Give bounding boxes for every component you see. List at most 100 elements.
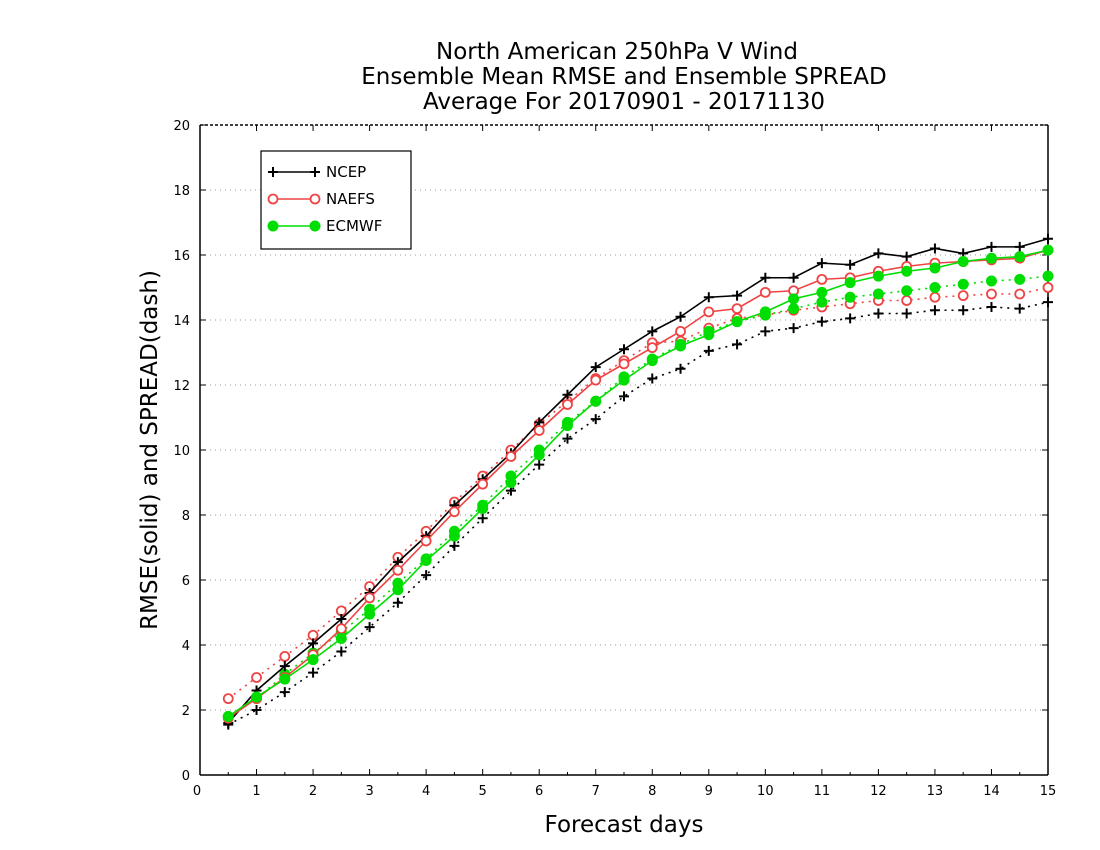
point-ecmwf-spread-25: [929, 282, 941, 293]
series-ecmwf-spread: [222, 270, 1054, 722]
point-naefs-rmse-9: [477, 478, 489, 490]
x-tick-label-14: 14: [983, 784, 1000, 799]
point-ncep-rmse-22: [845, 259, 856, 270]
point-ecmwf-rmse-8: [448, 530, 460, 542]
point-ecmwf-rmse-29: [1042, 244, 1054, 256]
legend-marker-left-ncep: [268, 167, 278, 177]
point-naefs-rmse-19: [759, 286, 771, 298]
point-ecmwf-rmse-11: [533, 449, 545, 461]
point-ncep-spread-6: [392, 597, 403, 608]
point-naefs-rmse-13: [590, 374, 602, 386]
point-ecmwf-rmse-18: [731, 316, 743, 328]
point-ecmwf-rmse-6: [392, 584, 404, 596]
x-axis-label: Forecast days: [545, 812, 704, 838]
point-ncep-spread-2: [279, 687, 290, 698]
point-ncep-rmse-23: [873, 248, 884, 259]
point-ncep-rmse-17: [703, 292, 714, 303]
point-ncep-spread-20: [788, 323, 799, 334]
y-tick-label-9: 18: [173, 184, 190, 199]
point-ecmwf-spread-21: [816, 296, 828, 308]
point-ncep-rmse-28: [1014, 241, 1025, 252]
point-ecmwf-rmse-27: [985, 252, 997, 264]
legend-label-naefs: NAEFS: [326, 190, 375, 208]
point-ncep-rmse-27: [986, 241, 997, 252]
point-ncep-spread-23: [873, 308, 884, 319]
point-naefs-rmse-21: [816, 273, 828, 285]
y-tick-label-2: 4: [182, 639, 190, 654]
title-line-1: North American 250hPa V Wind: [436, 39, 798, 65]
point-ncep-rmse-14: [619, 344, 629, 355]
point-naefs-spread-27: [986, 288, 997, 300]
point-ecmwf-rmse-1: [251, 691, 263, 703]
point-ecmwf-rmse-4: [335, 633, 347, 644]
point-naefs-spread-26: [957, 290, 969, 302]
point-ecmwf-spread-23: [872, 288, 884, 300]
y-tick-label-4: 8: [182, 509, 190, 524]
point-naefs-rmse-11: [533, 425, 545, 436]
y-tick-label-10: 20: [173, 119, 190, 134]
point-ecmwf-spread-26: [957, 278, 969, 290]
point-ncep-spread-4: [336, 646, 347, 657]
x-tick-label-6: 6: [535, 784, 543, 799]
y-tick-label-3: 6: [182, 574, 190, 589]
series-layer: [222, 233, 1054, 730]
point-ecmwf-spread-29: [1042, 270, 1054, 282]
series-ecmwf-spread-line: [227, 275, 1049, 718]
point-ecmwf-rmse-3: [307, 654, 319, 666]
point-ncep-spread-19: [760, 326, 771, 337]
point-ncep-rmse-24: [901, 251, 912, 262]
series-ecmwf-rmse: [222, 244, 1054, 722]
point-ncep-spread-24: [901, 308, 912, 319]
legend-marker-right-ncep: [310, 167, 320, 177]
point-ecmwf-rmse-22: [844, 277, 856, 289]
point-ncep-spread-7: [421, 570, 432, 581]
x-tick-label-13: 13: [927, 784, 944, 799]
point-ncep-spread-26: [958, 305, 969, 316]
point-ncep-spread-14: [619, 391, 629, 402]
point-ecmwf-rmse-25: [929, 262, 941, 274]
point-ecmwf-rmse-17: [703, 329, 715, 341]
y-tick-label-8: 16: [173, 249, 190, 264]
point-ncep-spread-17: [703, 345, 714, 356]
point-ncep-rmse-21: [816, 258, 827, 269]
point-ncep-spread-8: [449, 540, 460, 551]
y-tick-label-0: 0: [182, 769, 190, 784]
point-ncep-rmse-15: [647, 326, 658, 337]
legend-label-ecmwf: ECMWF: [326, 217, 382, 235]
point-naefs-rmse-4: [335, 623, 347, 635]
point-ecmwf-rmse-10: [505, 477, 517, 488]
x-tick-label-8: 8: [648, 784, 656, 799]
point-naefs-rmse-16: [675, 325, 686, 337]
point-ecmwf-rmse-23: [872, 270, 884, 282]
point-ncep-rmse-18: [732, 290, 743, 301]
chart-title: North American 250hPa V Wind Ensemble Me…: [361, 39, 886, 115]
point-ecmwf-rmse-2: [279, 673, 291, 685]
point-ecmwf-rmse-16: [675, 340, 687, 352]
point-naefs-rmse-6: [392, 564, 404, 576]
point-ncep-spread-16: [675, 363, 686, 374]
point-ncep-rmse-25: [929, 243, 940, 254]
y-tick-label-7: 14: [173, 314, 190, 329]
point-ecmwf-spread-20: [788, 303, 800, 315]
x-tick-label-3: 3: [365, 784, 373, 799]
x-tick-label-12: 12: [870, 784, 887, 799]
point-ncep-spread-15: [647, 373, 658, 384]
point-ecmwf-rmse-13: [590, 395, 602, 407]
point-ecmwf-rmse-19: [759, 306, 771, 318]
point-ncep-rmse-19: [760, 272, 771, 283]
point-ncep-spread-27: [986, 302, 997, 312]
y-tick-label-1: 2: [182, 704, 190, 719]
title-line-3: Average For 20170901 - 20171130: [423, 89, 825, 115]
point-ncep-spread-1: [251, 705, 262, 715]
legend-marker-right-naefs: [309, 193, 321, 205]
series-ncep-spread-line: [227, 301, 1049, 726]
x-tick-label-10: 10: [757, 784, 774, 799]
legend-marker-left-naefs: [267, 193, 279, 205]
legend-marker-left-ecmwf: [267, 220, 279, 232]
point-ncep-spread-28: [1014, 303, 1025, 314]
point-ncep-rmse-3: [308, 638, 319, 649]
point-ecmwf-rmse-9: [477, 503, 489, 514]
point-ncep-spread-12: [562, 433, 573, 444]
point-ecmwf-spread-27: [985, 275, 997, 287]
